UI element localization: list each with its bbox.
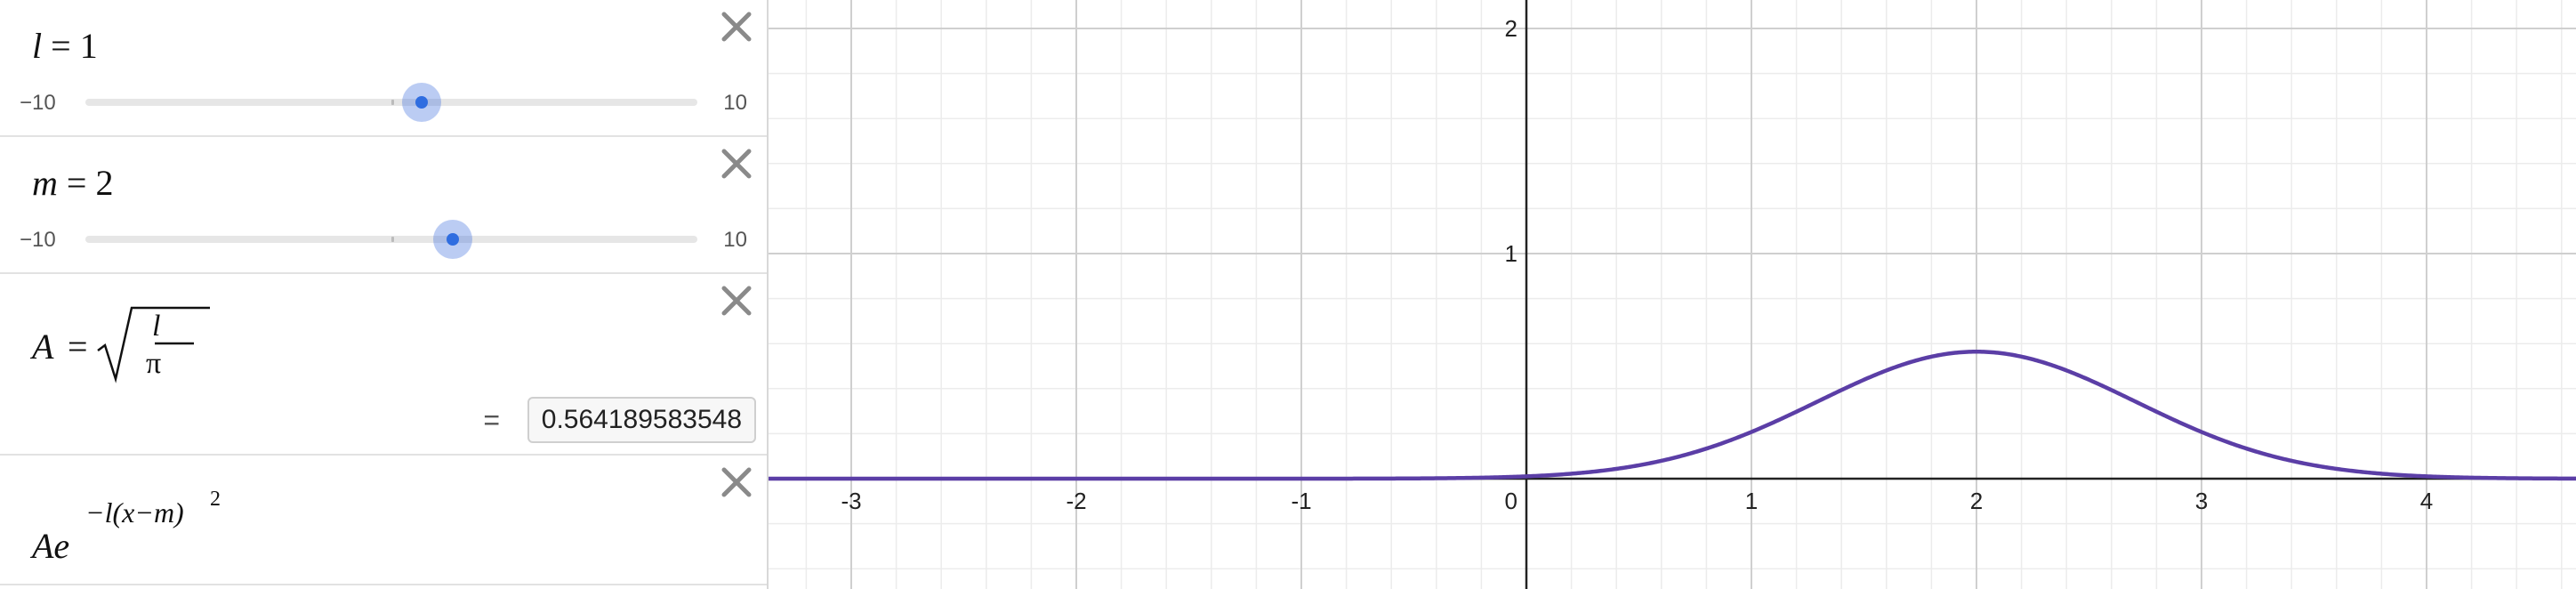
function-curve <box>769 350 2576 481</box>
fraction-numerator: l <box>152 310 161 343</box>
function-base: Ae <box>32 526 70 566</box>
function-exponent: −l(x−m) <box>85 496 184 528</box>
expression-slider-l[interactable]: l = 1 −10 10 <box>0 0 767 137</box>
result-equals-sign: = <box>483 404 500 436</box>
x-tick-label: -3 <box>841 488 861 514</box>
close-icon <box>721 467 752 497</box>
slider-track-l[interactable] <box>85 83 697 122</box>
graph-svg[interactable]: -3 -2 -1 0 1 2 3 4 1 2 <box>769 0 2576 589</box>
graph-canvas[interactable]: -3 -2 -1 0 1 2 3 4 1 2 <box>769 0 2576 589</box>
slider-min-label[interactable]: −10 <box>20 228 56 252</box>
equals-sign: = <box>51 26 71 66</box>
close-icon <box>721 286 752 316</box>
equals-sign: = <box>66 163 87 203</box>
variable-value: 1 <box>79 26 98 66</box>
slider-thumb-m[interactable] <box>432 220 472 259</box>
variable-name: l <box>32 26 43 66</box>
y-tick-label: 2 <box>1505 15 1517 42</box>
delete-expression-button[interactable] <box>720 466 753 498</box>
x-tick-label: 4 <box>2420 488 2433 514</box>
x-tick-label: 2 <box>1970 488 1983 514</box>
delete-expression-button[interactable] <box>720 11 753 43</box>
expression-math-m[interactable]: m = 2 <box>32 162 113 204</box>
equals-sign: = <box>68 327 88 367</box>
evaluation-result: 0.564189583548 <box>527 397 756 443</box>
slider-zero-tick <box>391 237 394 242</box>
slider-min-label[interactable]: −10 <box>20 91 56 115</box>
y-tick-label: 1 <box>1505 240 1517 267</box>
slider-row-l: −10 10 <box>0 83 767 122</box>
x-tick-label: 0 <box>1505 488 1517 514</box>
x-tick-label: -1 <box>1291 488 1311 514</box>
slider-track-m[interactable] <box>85 220 697 259</box>
x-tick-label: 1 <box>1745 488 1758 514</box>
slider-max-label[interactable]: 10 <box>723 228 747 252</box>
function-exponent-power: 2 <box>210 488 221 511</box>
slider-row-m: −10 10 <box>0 220 767 259</box>
expression-definition-A[interactable]: A = l π = 0.564189583548 <box>0 274 767 456</box>
x-tick-label: 3 <box>2195 488 2208 514</box>
fraction-denominator: π <box>146 347 162 380</box>
square-root-symbol <box>97 306 210 383</box>
delete-expression-button[interactable] <box>720 148 753 180</box>
close-icon <box>721 12 752 42</box>
expression-slider-m[interactable]: m = 2 −10 10 <box>0 137 767 274</box>
variable-value: 2 <box>95 163 114 203</box>
expression-list: l = 1 −10 10 m = 2 −10 <box>0 0 769 589</box>
expression-function[interactable]: Ae −l(x−m) 2 <box>0 456 767 585</box>
x-tick-label: -2 <box>1066 488 1086 514</box>
slider-thumb-l[interactable] <box>402 83 442 122</box>
slider-zero-tick <box>391 100 394 105</box>
delete-expression-button[interactable] <box>720 285 753 317</box>
slider-max-label[interactable]: 10 <box>723 91 747 115</box>
lhs-variable: A <box>32 327 54 367</box>
variable-name: m <box>32 163 58 203</box>
close-icon <box>721 149 752 179</box>
expression-math-l[interactable]: l = 1 <box>32 25 98 67</box>
